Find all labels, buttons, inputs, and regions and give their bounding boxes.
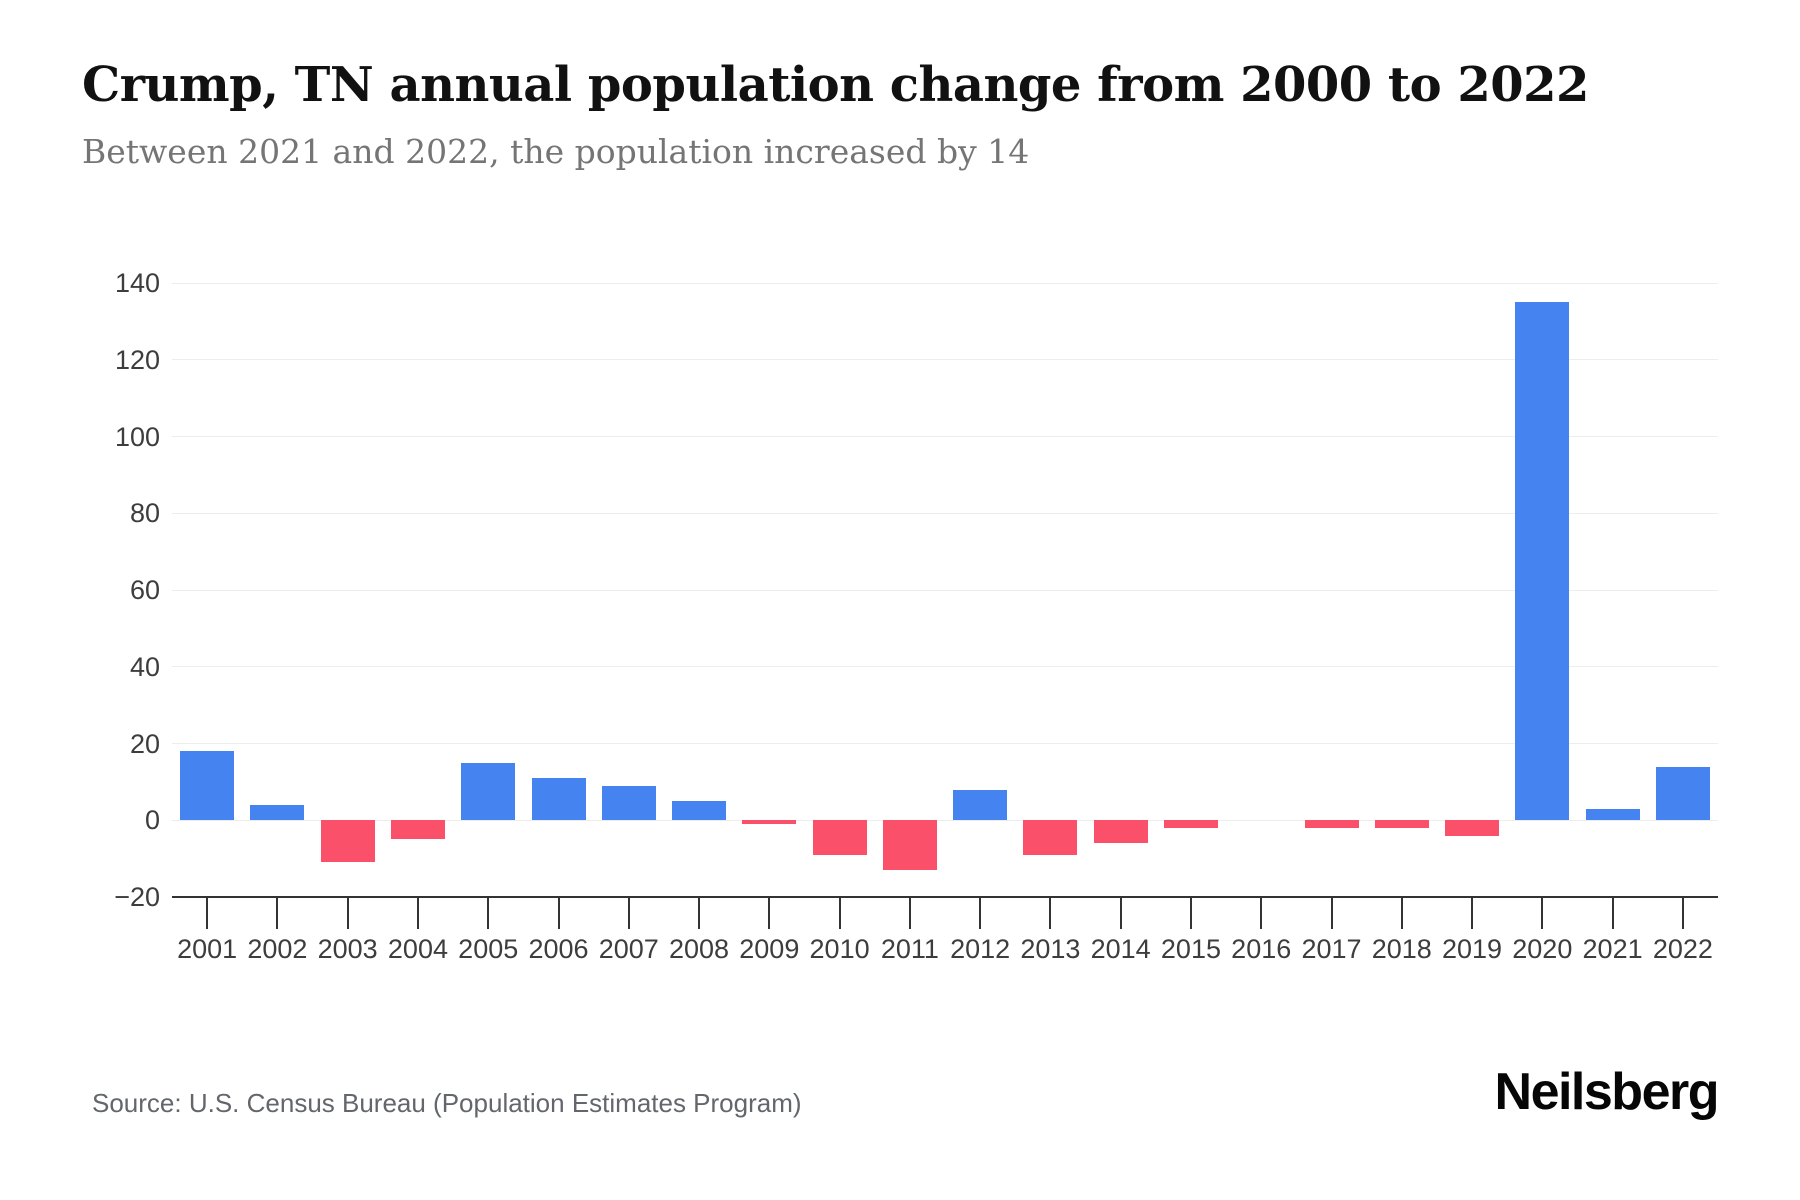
bar-2017 (1304, 820, 1359, 828)
x-tick-label-2018: 2018 (1371, 934, 1432, 964)
x-tick-label-2008: 2008 (668, 934, 730, 964)
y-tick-label-100: 100 (114, 421, 160, 452)
y-tick-label-80: 80 (129, 498, 160, 529)
x-tick-2019 (1471, 898, 1474, 929)
x-tick-label-2011: 2011 (880, 934, 939, 964)
x-tick-label-2016: 2016 (1231, 934, 1292, 964)
bar-2014 (1093, 820, 1148, 844)
x-tick-label-2005: 2005 (458, 934, 519, 964)
x-tick-label-2017: 2017 (1301, 934, 1362, 964)
x-tick-label-2014: 2014 (1090, 934, 1151, 964)
source-note: Source: U.S. Census Bureau (Population E… (92, 1088, 802, 1118)
gridline-y-20 (172, 743, 1718, 744)
x-tick-label-2019: 2019 (1441, 934, 1503, 964)
y-tick-label-120: 120 (114, 344, 160, 375)
x-tick-2017 (1330, 898, 1333, 929)
bar-2006 (531, 778, 586, 821)
x-tick-label-2012: 2012 (950, 934, 1011, 964)
x-tick-label-2022: 2022 (1652, 934, 1713, 964)
x-tick-2010 (838, 898, 841, 929)
x-tick-label-2007: 2007 (598, 934, 659, 964)
bar-2010 (812, 820, 867, 855)
x-tick-2003 (346, 898, 349, 929)
x-tick-2020 (1541, 898, 1544, 929)
x-tick-2004 (416, 898, 419, 929)
bar-2007 (601, 785, 656, 821)
x-axis-line (172, 896, 1718, 898)
gridline-y-80 (172, 512, 1718, 514)
x-tick-label-2013: 2013 (1020, 934, 1081, 964)
gridline-y-100 (172, 436, 1718, 437)
x-tick-2007 (627, 898, 630, 929)
x-tick-2021 (1611, 898, 1614, 929)
y-tick-label-40: 40 (129, 651, 160, 682)
x-tick-label-2002: 2002 (247, 934, 308, 964)
bar-2009 (742, 820, 797, 825)
y-tick-label-20: 20 (129, 728, 160, 759)
x-tick-2011 (908, 898, 911, 929)
gridline-y-140 (172, 282, 1718, 284)
gridline-y-0 (172, 819, 1718, 821)
x-tick-2022 (1681, 898, 1684, 929)
x-tick-2016 (1260, 898, 1263, 929)
x-tick-2015 (1189, 898, 1192, 929)
y-tick-label-0: 0 (144, 805, 160, 836)
gridline-y-120 (172, 359, 1718, 361)
x-tick-2013 (1049, 898, 1052, 929)
bar-2004 (390, 820, 445, 840)
x-tick-2005 (487, 898, 490, 929)
x-tick-2001 (206, 898, 209, 929)
x-tick-2014 (1119, 898, 1122, 929)
x-tick-label-2020: 2020 (1512, 934, 1573, 964)
x-tick-2002 (276, 898, 279, 929)
bar-2003 (320, 820, 375, 863)
y-tick-label-140: 140 (114, 268, 160, 298)
bar-2020 (1515, 302, 1570, 821)
y-tick-label-60: 60 (129, 575, 160, 605)
bar-2021 (1585, 808, 1640, 821)
gridline-y-60 (172, 589, 1718, 591)
y-axis: 140 120 100 80 60 40 20 0 −20 (0, 268, 160, 912)
x-tick-2006 (557, 898, 560, 929)
gridline-y-40 (172, 666, 1718, 668)
bar-2019 (1445, 820, 1500, 836)
x-tick-2008 (698, 898, 701, 929)
brand-logo: Neilsberg (1494, 1063, 1720, 1121)
bar-2012 (953, 789, 1008, 821)
plot-area (172, 282, 1718, 897)
bar-2015 (1163, 820, 1218, 828)
bar-2008 (672, 801, 727, 821)
x-tick-label-2003: 2003 (317, 934, 378, 964)
x-tick-label-2015: 2015 (1160, 934, 1221, 964)
bar-2002 (250, 804, 305, 821)
bar-2013 (1023, 820, 1078, 855)
bar-2018 (1374, 820, 1429, 828)
bar-2022 (1655, 766, 1710, 821)
x-tick-label-2006: 2006 (528, 934, 589, 964)
chart-subtitle: Between 2021 and 2022, the population in… (82, 132, 1030, 171)
x-tick-label-2021: 2021 (1582, 934, 1643, 964)
x-tick-2018 (1400, 898, 1403, 929)
y-tick-label--20: −20 (114, 882, 160, 912)
bar-2011 (882, 820, 937, 871)
x-tick-label-2010: 2010 (809, 934, 870, 964)
x-tick-2009 (768, 898, 771, 929)
x-tick-label-2009: 2009 (739, 934, 800, 964)
bar-2005 (461, 762, 516, 821)
chart-title: Crump, TN annual population change from … (82, 57, 1589, 113)
bar-2001 (180, 751, 235, 821)
x-tick-label-2001: 2001 (177, 934, 238, 964)
x-tick-label-2004: 2004 (387, 934, 448, 964)
x-tick-2012 (979, 898, 982, 929)
